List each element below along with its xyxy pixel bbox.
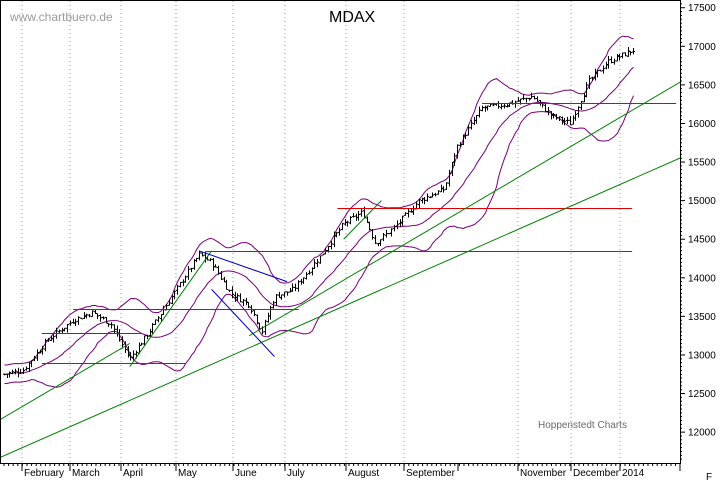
lower-band [4, 95, 634, 388]
y-tick-label: 16000 [688, 119, 716, 130]
x-tick-label: July [287, 468, 305, 479]
x-tick-label: February [24, 468, 64, 479]
grid-lines [21, 1, 621, 463]
y-tick-label: 14500 [688, 235, 716, 246]
y-tick-label: 12500 [688, 389, 716, 400]
x-tick-label: March [72, 468, 100, 479]
trendline [1, 342, 131, 420]
credit-text: Hoppenstedt Charts [538, 420, 627, 431]
x-tick-label: April [123, 468, 143, 479]
trendlines [1, 81, 680, 458]
x-tick-label: December [573, 468, 620, 479]
y-tick-label: 12000 [688, 428, 716, 439]
y-tick-label: 13500 [688, 312, 716, 323]
trendline [211, 289, 275, 357]
y-tick-label: 15000 [688, 196, 716, 207]
y-tick-label: 16500 [688, 80, 716, 91]
y-tick-label: 15500 [688, 158, 716, 169]
x-tick-label: May [178, 468, 197, 479]
y-tick-label: 13000 [688, 350, 716, 361]
trendline [343, 200, 382, 240]
x-tick-label: September [406, 468, 456, 479]
trendline [129, 250, 212, 367]
axis-corner-label: F [706, 472, 712, 483]
trendline [249, 81, 680, 337]
watermark-text: www.chartbuero.de [9, 10, 113, 24]
x-axis: February March April May June July August Septe… [3, 463, 681, 479]
x-tick-label: 2014 [622, 468, 645, 479]
x-tick-label: June [235, 468, 257, 479]
price-bars [3, 46, 635, 379]
trendline [1, 157, 680, 458]
trendline [198, 250, 288, 283]
y-tick-label: 17000 [688, 42, 716, 53]
y-tick-label: 17500 [688, 3, 716, 14]
x-tick-label: August [348, 468, 379, 479]
plot-frame [0, 0, 681, 464]
x-tick-label: November [520, 468, 567, 479]
chart-title: MDAX [329, 9, 376, 26]
y-tick-label: 14000 [688, 273, 716, 284]
middle-band [4, 66, 634, 375]
y-axis: 12000 12500 13000 13500 14000 14500 15000 15500… [680, 3, 716, 483]
